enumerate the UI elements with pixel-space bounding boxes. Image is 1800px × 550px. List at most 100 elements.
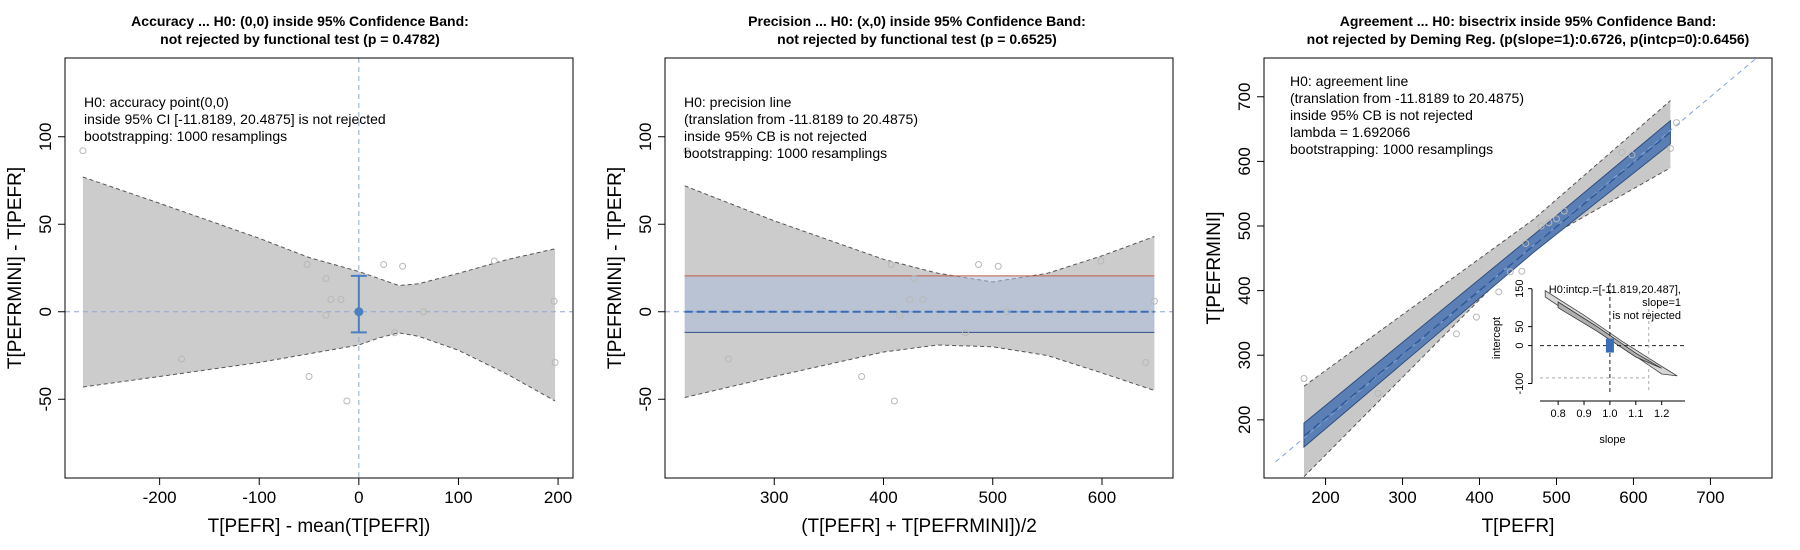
accuracy-plot-frame — [64, 57, 574, 479]
accuracy-data-point — [305, 373, 313, 380]
inset-note-line-2: slope=1 — [1642, 297, 1681, 309]
accuracy-confidence-band — [82, 177, 556, 401]
agreement-outer-band-upper-edge — [1303, 100, 1671, 387]
accuracy-data-point — [550, 297, 558, 305]
agreement-data-point — [1300, 374, 1308, 382]
agreement-data-point — [1506, 268, 1514, 276]
precision-data-point — [1097, 257, 1105, 265]
accuracy-data-point — [303, 261, 311, 268]
accuracy-data-point — [322, 275, 330, 282]
accuracy-ci-point — [354, 307, 364, 317]
precision-x-tick-label: 500 — [979, 488, 1007, 507]
precision-confidence-band-lower-edge — [684, 344, 1155, 398]
agreement-x-tick-label: 300 — [1388, 488, 1416, 507]
precision-note-line2: (translation from -11.8189 to 20.4875) — [684, 111, 918, 127]
accuracy-data-point — [391, 329, 399, 337]
precision-x-tick-label: 600 — [1088, 488, 1116, 507]
agreement-y-tick-label: 500 — [1235, 212, 1254, 240]
agreement-title-line2: not rejected by Deming Reg. (p(slope=1):… — [1307, 31, 1750, 47]
agreement-title-line1: Agreement ... H0: bisectrix inside 95% C… — [1340, 13, 1717, 29]
precision-plot-frame — [664, 57, 1174, 479]
precision-translation-region — [684, 275, 1155, 333]
accuracy-data-point — [178, 355, 186, 363]
accuracy-data-point — [327, 296, 335, 303]
inset-x-axis-label: slope — [1599, 434, 1625, 446]
precision-note-line1: H0: precision line — [684, 94, 792, 110]
precision-data-point — [919, 296, 927, 303]
inset-confidence-ellipse-inner — [1557, 301, 1662, 369]
agreement-x-tick-label: 500 — [1542, 488, 1570, 507]
accuracy-confidence-band-lower-edge — [82, 332, 556, 402]
precision-note-line4: bootstrapping: 1000 resamplings — [684, 145, 887, 161]
precision-title-line1: Precision ... H0: (x,0) inside 95% Confi… — [748, 13, 1086, 29]
agreement-x-axis-label: T[PEFR] — [1482, 516, 1555, 537]
inset-y-tick-label: 150 — [1514, 280, 1526, 298]
inset-x-tick-label: 1.1 — [1628, 408, 1643, 420]
inset-x-tick-label: 0.8 — [1550, 408, 1565, 420]
accuracy-y-tick-label: 0 — [36, 307, 55, 316]
precision-data-point — [1142, 359, 1150, 366]
precision-data-point — [975, 261, 983, 268]
precision-data-point — [910, 275, 918, 282]
precision-data-point — [961, 329, 969, 337]
precision-y-tick-label: 100 — [636, 123, 655, 151]
accuracy-title-line2: not rejected by functional test (p = 0.4… — [160, 31, 440, 47]
accuracy-y-tick-label: -50 — [36, 387, 55, 412]
agreement-note-line4: lambda = 1.692066 — [1290, 124, 1410, 140]
inset-x-tick-label: 1.2 — [1654, 408, 1669, 420]
agreement-x-tick-label: 600 — [1619, 488, 1647, 507]
precision-y-tick-label: 0 — [636, 307, 655, 316]
precision-x-tick-label: 400 — [869, 488, 897, 507]
accuracy-title-line1: Accuracy ... H0: (0,0) inside 95% Confid… — [131, 13, 469, 29]
agreement-data-point — [1545, 219, 1553, 227]
precision-data-point — [724, 355, 732, 363]
inset-y-tick-label: -100 — [1514, 373, 1526, 395]
accuracy-x-tick-label: -100 — [242, 488, 276, 507]
accuracy-data-point — [551, 359, 559, 366]
agreement-y-tick-label: 200 — [1235, 406, 1254, 434]
agreement-data-point — [1452, 330, 1460, 338]
agreement-y-axis-label: T[PEFRMINI] — [1204, 212, 1225, 325]
accuracy-x-axis-label: T[PEFR] - mean(T[PEFR]) — [208, 516, 431, 537]
agreement-note-line3: inside 95% CB is not rejected — [1290, 107, 1473, 123]
accuracy-data-point — [322, 311, 330, 319]
inset-x-tick-label: 1.0 — [1602, 408, 1617, 420]
agreement-plot-frame — [1263, 57, 1773, 479]
precision-data-point — [1003, 308, 1011, 316]
agreement-data-point — [1518, 267, 1526, 275]
accuracy-x-tick-label: -200 — [143, 488, 177, 507]
agreement-panel: Agreement ... H0: bisectrix inside 95% C… — [1204, 13, 1773, 537]
accuracy-data-point — [337, 296, 345, 303]
accuracy-y-axis-label: T[PEFRMINI] - T[PEFR] — [5, 167, 26, 369]
precision-y-axis-label: T[PEFRMINI] - T[PEFR] — [605, 167, 626, 369]
accuracy-y-tick-label: 50 — [36, 215, 55, 234]
precision-data-point — [887, 261, 895, 268]
inset-y-tick-label: 50 — [1514, 320, 1526, 332]
precision-note-line3: inside 95% CB is not rejected — [684, 128, 867, 144]
accuracy-data-point — [399, 262, 407, 270]
accuracy-data-point — [490, 257, 498, 265]
agreement-x-tick-label: 400 — [1465, 488, 1493, 507]
agreement-data-point — [1618, 148, 1626, 156]
agreement-y-tick-label: 400 — [1235, 276, 1254, 304]
accuracy-data-point — [420, 308, 428, 316]
inset-estimate-marker — [1605, 338, 1614, 353]
accuracy-note-line2: inside 95% CI [-11.8189, 20.4875] is not… — [84, 111, 386, 127]
agreement-data-point — [1537, 222, 1545, 230]
deming-inset: 0.8 0.9 1.0 1.1 1.2 -100 0 50 150 slope intercept H… — [1491, 280, 1687, 446]
agreement-note-line5: bootstrapping: 1000 resamplings — [1290, 141, 1493, 157]
accuracy-note-line1: H0: accuracy point(0,0) — [84, 94, 229, 110]
precision-data-point — [906, 296, 914, 303]
precision-data-point — [896, 311, 904, 319]
agreement-data-point — [1628, 151, 1636, 159]
accuracy-x-tick-label: 100 — [444, 488, 472, 507]
agreement-data-point — [1560, 207, 1568, 215]
precision-panel: Precision ... H0: (x,0) inside 95% Confi… — [605, 13, 1174, 537]
precision-y-tick-label: 50 — [636, 215, 655, 234]
agreement-regression-line — [1303, 131, 1671, 437]
inset-y-axis-label: intercept — [1491, 317, 1503, 359]
inset-note-line-3: is not rejected — [1613, 310, 1681, 322]
agreement-data-point — [1374, 389, 1382, 397]
accuracy-data-point — [343, 397, 351, 405]
agreement-data-point — [1472, 313, 1480, 321]
